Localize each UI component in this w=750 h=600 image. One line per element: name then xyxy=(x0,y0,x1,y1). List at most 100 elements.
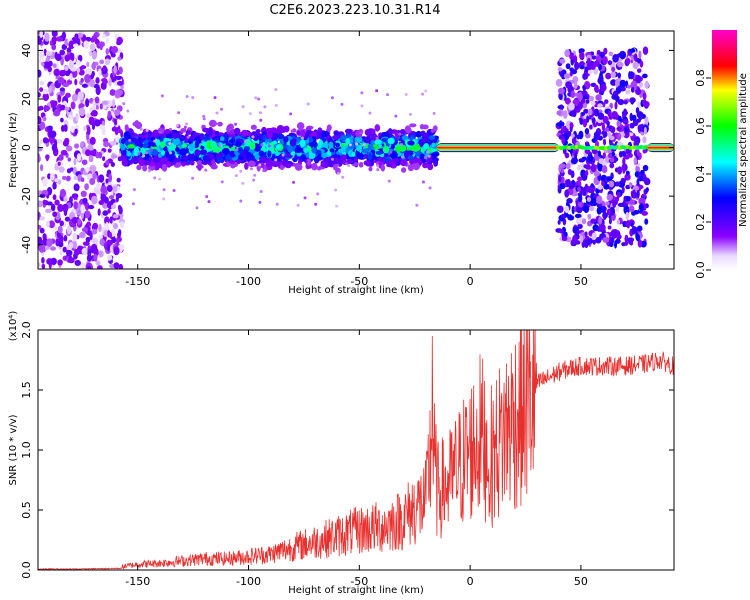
spectrogram-cell xyxy=(344,128,353,134)
spectrogram-cell xyxy=(59,250,64,256)
spectrogram-cell xyxy=(64,216,71,222)
spectrogram-cell xyxy=(588,95,594,102)
spectrogram-cell xyxy=(568,102,575,111)
spectrogram-cell xyxy=(593,68,599,75)
spectrogram-cell xyxy=(89,136,96,145)
spectrogram-cell xyxy=(566,179,571,188)
spectrogram-cell xyxy=(237,147,244,154)
spectrogram-cell xyxy=(623,195,628,202)
spectrogram-cell xyxy=(603,183,610,190)
spectrogram-cell xyxy=(628,182,633,188)
spectrogram-cell xyxy=(160,157,168,162)
spectrogram-cell xyxy=(59,104,66,111)
spectrogram-cell xyxy=(105,178,109,184)
spectrogram-cell xyxy=(380,164,386,172)
spectrogram-cell xyxy=(95,86,101,96)
spectrogram-cell xyxy=(69,73,73,81)
spectrogram-cell xyxy=(68,40,75,49)
spectrogram-cell xyxy=(364,128,372,136)
spectrogram-cell xyxy=(630,221,634,227)
spectrogram-cell xyxy=(642,73,648,79)
spectrogram-cell xyxy=(557,67,563,72)
spectrogram-cell xyxy=(62,140,69,147)
spectrogram-cell xyxy=(60,117,64,123)
spectrogram-cell xyxy=(84,183,89,191)
spectrogram-cell xyxy=(398,144,407,152)
spectrogram-cell xyxy=(95,260,101,266)
spectrogram-cell xyxy=(252,178,256,182)
spectrogram-cell xyxy=(39,31,43,38)
spectrogram-cell xyxy=(421,180,425,184)
spectrogram-cell xyxy=(62,246,67,253)
spectrogram-cell xyxy=(120,84,124,90)
spectrogram-cell xyxy=(99,125,106,130)
x-tick-label: -50 xyxy=(350,275,368,288)
spectrogram-cell xyxy=(558,229,564,234)
spectrogram-cell xyxy=(51,43,57,51)
spectrogram-cell xyxy=(555,122,563,127)
spectrogram-cell xyxy=(87,205,95,210)
spectrogram-cell xyxy=(642,136,647,144)
spectrogram-cell xyxy=(321,152,328,159)
spectrogram-cell xyxy=(239,199,243,203)
spectrogram-cell xyxy=(336,171,340,175)
spectrogram-cell xyxy=(105,48,110,55)
spectrogram-cell xyxy=(616,132,622,141)
spectrogram-cell xyxy=(89,178,96,186)
spectrogram-cell xyxy=(203,136,211,142)
spectrogram-cell xyxy=(576,229,581,235)
spectrogram-cell xyxy=(590,218,596,224)
spectrogram-cell xyxy=(578,194,583,203)
spectrogram-cell xyxy=(110,161,116,167)
x-tick-label: -50 xyxy=(350,575,368,588)
spectrogram-cell xyxy=(623,100,628,105)
spectrogram-cell xyxy=(145,128,149,132)
spectrogram-cell xyxy=(235,148,239,152)
spectrogram-cell xyxy=(46,238,53,247)
spectrogram-cell xyxy=(105,37,110,44)
spectrogram-cell xyxy=(94,96,100,104)
figure-title: C2E6.2023.223.10.31.R14 xyxy=(269,3,440,18)
spectrogram-cell xyxy=(84,201,90,211)
spectrogram-cell xyxy=(329,148,335,153)
spectrogram-cell xyxy=(63,196,68,202)
spectrogram-cell xyxy=(577,91,583,101)
spectrogram-cell xyxy=(602,211,607,221)
spectrogram-cell xyxy=(346,158,354,164)
spectrogram-cell xyxy=(104,216,110,225)
spectrogram-cell xyxy=(64,54,71,62)
spectrogram-cell xyxy=(42,199,49,205)
spectrogram-cell xyxy=(38,92,41,98)
spectrogram-cell xyxy=(86,254,93,262)
spectrogram-cell xyxy=(73,183,80,192)
spectrogram-cell xyxy=(360,91,364,95)
spectrogram-cell xyxy=(215,111,219,115)
spectrogram-cell xyxy=(419,139,424,148)
spectrogram-cell xyxy=(569,110,577,117)
spectrogram-cell xyxy=(113,246,120,256)
spectrogram-cell xyxy=(616,120,621,127)
spectrogram-cell xyxy=(423,142,429,150)
spectrogram-cell xyxy=(572,99,580,105)
spectrogram-cell xyxy=(258,163,262,167)
colorbar-tick-label: 0.2 xyxy=(694,213,707,231)
spectrogram-cell xyxy=(48,220,55,229)
spectrogram-cell xyxy=(207,200,211,204)
spectrogram-cell xyxy=(72,240,78,249)
spectrogram-cell xyxy=(584,169,589,177)
spectrogram-cell xyxy=(603,127,611,132)
spectrogram-cell xyxy=(233,127,241,135)
spectrogram-cell xyxy=(108,195,115,200)
spectrogram-cell xyxy=(187,154,194,161)
spectrogram-cell xyxy=(387,137,395,145)
spectrogram-cell xyxy=(66,168,72,174)
spectrogram-cell xyxy=(244,140,248,144)
spectrogram-cell xyxy=(636,101,642,109)
spectrogram-cell xyxy=(254,152,260,161)
spectrogram-cell xyxy=(77,91,84,100)
spectrogram-cell xyxy=(115,136,121,143)
spectrogram-cell xyxy=(259,162,265,169)
spectrogram-cell xyxy=(80,78,84,83)
spectrogram-cell xyxy=(95,105,99,110)
spectrogram-cell xyxy=(53,68,61,77)
